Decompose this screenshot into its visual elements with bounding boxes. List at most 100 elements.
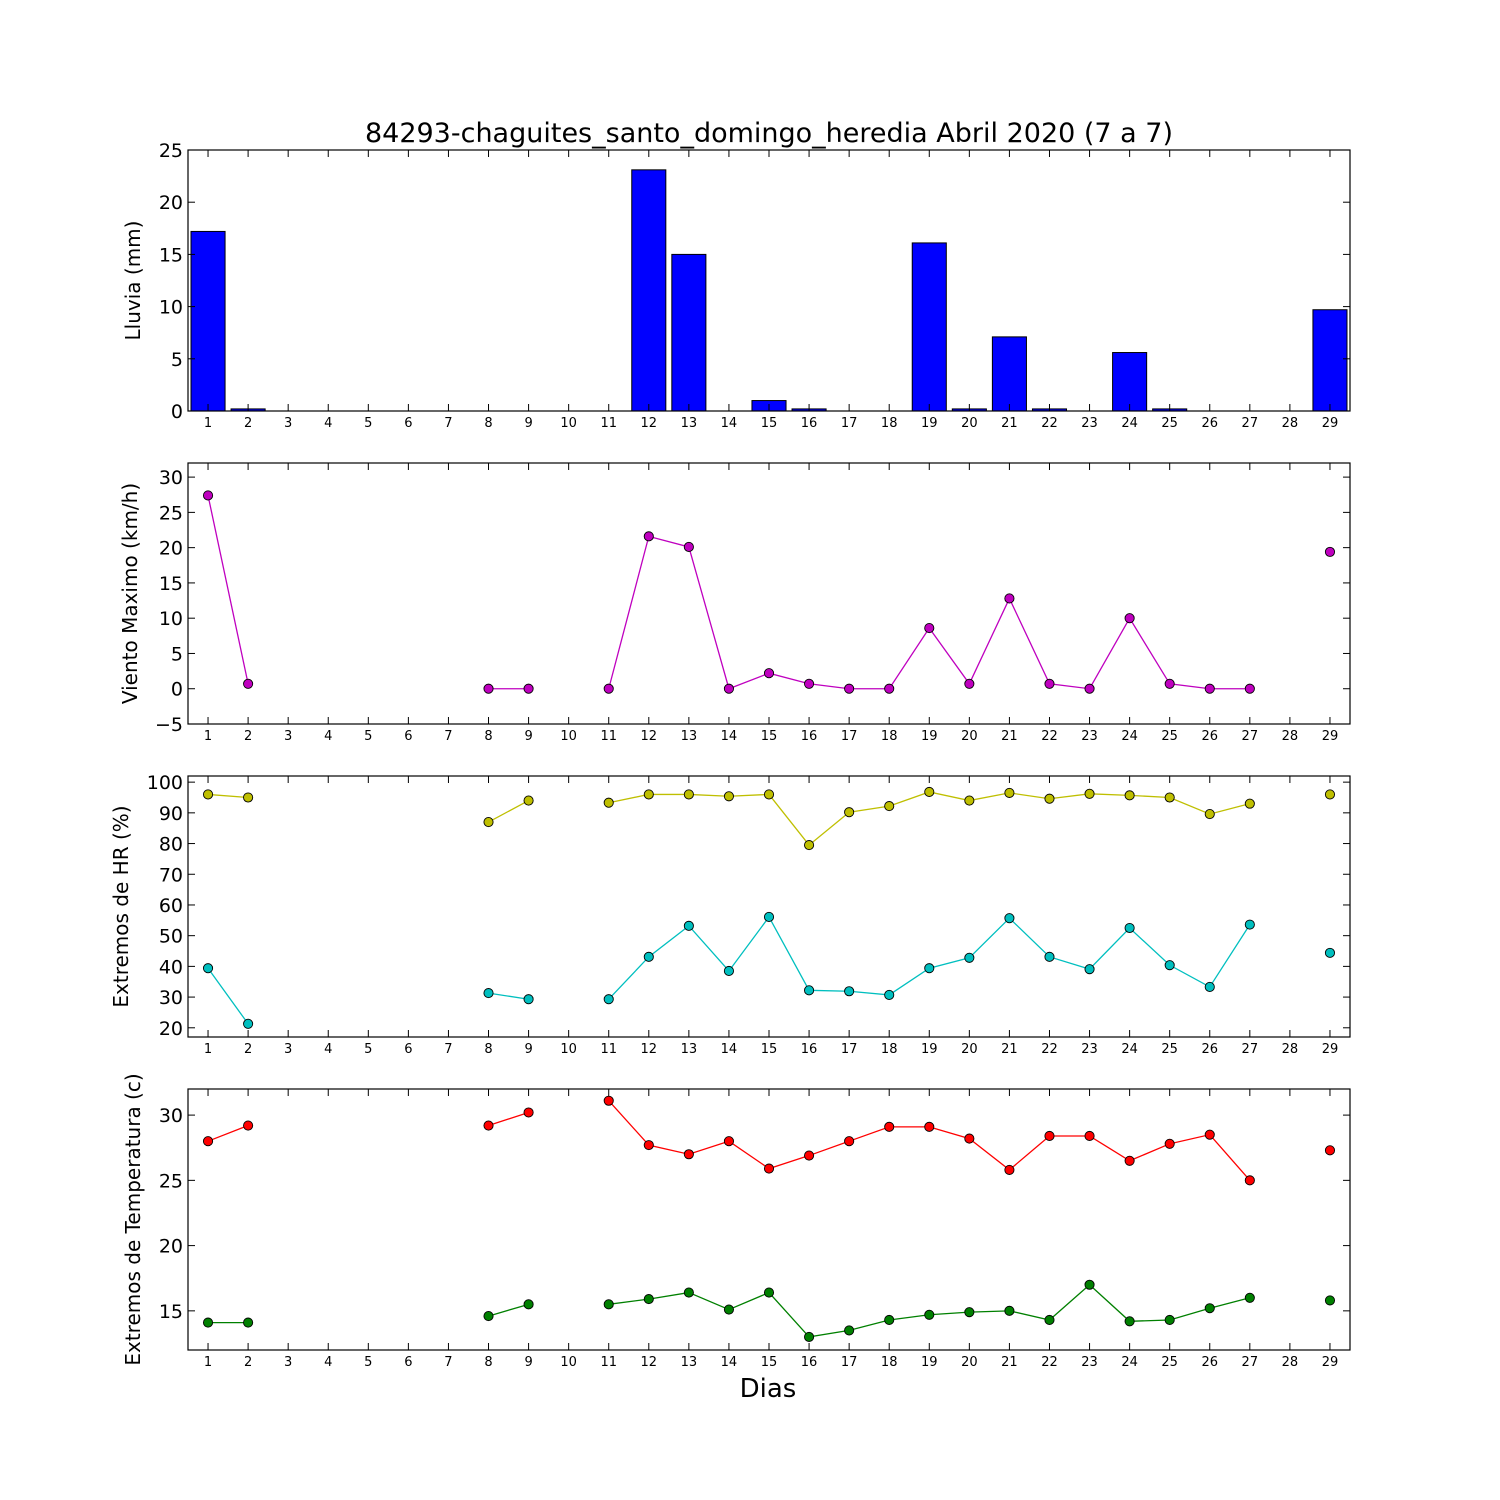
point-day-21 xyxy=(1004,913,1015,924)
plot-frame xyxy=(187,1088,1351,1351)
x-tick-label: 9 xyxy=(524,416,532,431)
x-axis-label: Dias xyxy=(740,1374,797,1404)
point-day-2 xyxy=(243,678,254,689)
point-day-23 xyxy=(1084,683,1095,694)
x-tick-label: 26 xyxy=(1201,1042,1218,1057)
x-tick-label: 22 xyxy=(1041,416,1058,431)
point-day-20 xyxy=(964,678,975,689)
point-day-29 xyxy=(1324,546,1336,557)
point-day-12 xyxy=(643,1140,654,1151)
y-tick-label: 5 xyxy=(171,349,183,371)
x-tick-label: 24 xyxy=(1121,1042,1138,1057)
series-line xyxy=(207,793,249,799)
point-day-22 xyxy=(1044,1314,1055,1326)
point-day-8 xyxy=(483,1120,494,1131)
series-2 xyxy=(202,911,1336,1029)
point-day-19 xyxy=(924,963,935,974)
point-day-16 xyxy=(804,1150,815,1161)
x-tick-label: 15 xyxy=(761,1355,778,1370)
x-tick-label: 23 xyxy=(1081,416,1098,431)
point-day-11 xyxy=(603,797,614,808)
x-tick-label: 11 xyxy=(600,416,617,431)
point-day-11 xyxy=(603,994,614,1005)
point-day-15 xyxy=(763,668,775,679)
x-tick-label: 11 xyxy=(600,1355,617,1370)
x-tick-label: 10 xyxy=(560,729,577,744)
bar-day-1 xyxy=(190,230,226,412)
point-day-22 xyxy=(1044,678,1055,689)
point-day-13 xyxy=(683,541,694,552)
x-tick-label: 17 xyxy=(841,729,858,744)
x-tick-label: 24 xyxy=(1121,1355,1138,1370)
x-tick-label: 18 xyxy=(881,1042,898,1057)
point-day-18 xyxy=(884,801,895,812)
point-day-22 xyxy=(1044,1130,1055,1142)
x-tick-label: 7 xyxy=(444,1042,452,1057)
y-tick-label: 5 xyxy=(171,643,183,665)
x-tick-label: 13 xyxy=(681,1355,698,1370)
x-tick-label: 29 xyxy=(1322,1355,1339,1370)
point-day-17 xyxy=(844,1325,855,1336)
series-line xyxy=(488,1111,529,1127)
point-day-24 xyxy=(1124,922,1135,934)
x-tick-label: 25 xyxy=(1161,729,1178,744)
x-tick-label: 3 xyxy=(284,1042,292,1057)
y-tick-label: 25 xyxy=(159,140,183,162)
x-tick-label: 12 xyxy=(641,1355,658,1370)
x-tick-label: 9 xyxy=(524,729,532,744)
y-axis-label: Lluvia (mm) xyxy=(121,221,145,341)
point-day-17 xyxy=(844,986,855,997)
point-day-27 xyxy=(1244,683,1255,694)
point-day-26 xyxy=(1204,809,1215,820)
x-tick-label: 23 xyxy=(1081,1355,1098,1370)
x-tick-label: 28 xyxy=(1282,729,1299,744)
point-day-17 xyxy=(844,683,855,694)
point-day-1 xyxy=(202,963,214,974)
x-tick-label: 16 xyxy=(801,416,818,431)
series-line xyxy=(207,495,249,684)
x-tick-label: 12 xyxy=(641,729,658,744)
point-day-8 xyxy=(483,1311,494,1322)
point-day-12 xyxy=(643,951,654,962)
point-day-18 xyxy=(884,1121,895,1132)
x-tick-label: 4 xyxy=(324,1355,332,1370)
x-tick-label: 8 xyxy=(484,416,492,431)
x-tick-label: 12 xyxy=(641,1042,658,1057)
series-line xyxy=(207,967,249,1025)
series-1 xyxy=(202,786,1336,851)
point-day-23 xyxy=(1084,1279,1095,1290)
x-tick-label: 11 xyxy=(600,729,617,744)
x-tick-label: 26 xyxy=(1201,729,1218,744)
x-tick-label: 7 xyxy=(444,416,452,431)
x-tick-label: 27 xyxy=(1242,729,1259,744)
point-day-8 xyxy=(483,683,494,694)
x-tick-label: 8 xyxy=(484,1042,492,1057)
y-tick-label: 0 xyxy=(171,679,183,701)
point-day-9 xyxy=(523,1107,534,1118)
x-tick-label: 4 xyxy=(324,416,332,431)
point-day-14 xyxy=(723,965,734,977)
x-tick-label: 2 xyxy=(244,1355,252,1370)
x-tick-label: 29 xyxy=(1322,1042,1339,1057)
x-tick-label: 28 xyxy=(1282,1042,1299,1057)
point-day-11 xyxy=(603,1299,614,1310)
x-tick-label: 22 xyxy=(1041,1355,1058,1370)
point-day-8 xyxy=(483,988,494,999)
point-day-20 xyxy=(964,1307,975,1318)
point-day-17 xyxy=(844,807,855,818)
x-tick-label: 15 xyxy=(761,1042,778,1057)
y-tick-label: 30 xyxy=(159,467,183,489)
series-line xyxy=(608,1100,1251,1181)
y-tick-label: 25 xyxy=(159,502,183,524)
point-day-2 xyxy=(243,1317,254,1328)
point-day-9 xyxy=(523,1299,534,1310)
x-tick-label: 21 xyxy=(1001,1355,1018,1370)
x-tick-label: 18 xyxy=(881,729,898,744)
point-day-2 xyxy=(243,792,254,803)
x-tick-label: 3 xyxy=(284,1355,292,1370)
point-day-23 xyxy=(1084,1130,1095,1142)
